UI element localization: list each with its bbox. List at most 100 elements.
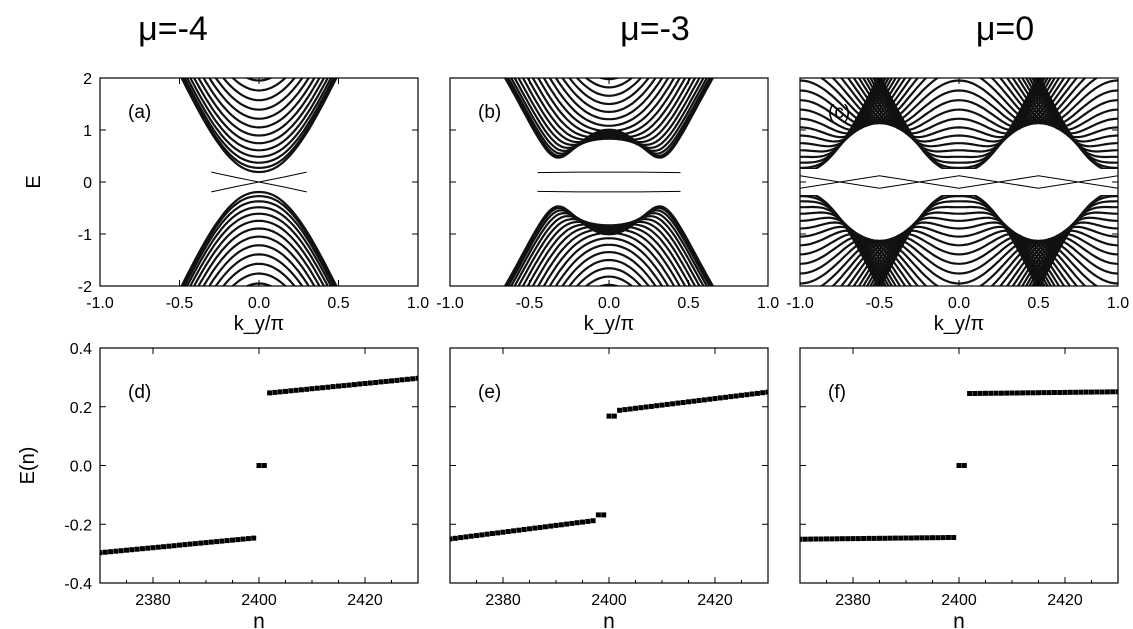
eigenvalue-point xyxy=(230,537,235,543)
band-line xyxy=(800,78,1118,135)
eigenvalue-point xyxy=(930,535,935,541)
band-line xyxy=(554,78,664,121)
eigenvalue-point xyxy=(1025,390,1031,396)
band-line xyxy=(872,78,1046,148)
eigenvalue-point xyxy=(701,397,707,403)
eigenvalue-point xyxy=(643,404,649,410)
eigenvalue-point xyxy=(320,385,326,391)
band-line xyxy=(874,211,1044,286)
eigenvalue-point xyxy=(1094,389,1100,395)
eigenvalue-point xyxy=(940,535,946,541)
x-tick-label: 0.0 xyxy=(248,295,270,312)
eigenvalue-point xyxy=(336,383,341,389)
eigenvalue-point xyxy=(648,403,654,409)
band-line xyxy=(865,225,1053,286)
eigenvalue-point xyxy=(983,390,988,396)
eigenvalue-point xyxy=(293,387,299,393)
band-line xyxy=(100,314,418,515)
eigenvalue-point xyxy=(272,389,278,395)
eigenvalue-point xyxy=(696,398,702,403)
eigenvalue-point xyxy=(580,519,585,525)
band-line xyxy=(231,272,287,286)
eigenvalue-point xyxy=(945,535,951,540)
band-line xyxy=(872,216,1046,286)
eigenvalue-point xyxy=(304,386,310,392)
eigenvalue-point xyxy=(314,385,320,391)
band-line xyxy=(800,235,1118,286)
band-line xyxy=(450,334,768,541)
band-line xyxy=(800,237,1118,286)
band-line xyxy=(537,78,681,137)
band-line xyxy=(183,78,335,164)
band-line xyxy=(561,250,657,286)
band-line xyxy=(831,239,1087,286)
plot-area xyxy=(100,375,418,556)
band-line xyxy=(800,221,1118,286)
eigenvalue-point xyxy=(654,403,660,409)
eigenvalue-point xyxy=(124,547,129,553)
eigenvalue-point xyxy=(585,518,591,524)
band-line xyxy=(819,78,1099,125)
panel-label: (d) xyxy=(128,382,151,403)
eigenvalue-point xyxy=(993,390,999,396)
eigenvalue-point xyxy=(489,531,495,536)
eigenvalue-point xyxy=(150,545,156,551)
band-line xyxy=(575,78,643,97)
y-tick-label: 0 xyxy=(83,175,92,192)
eigenvalue-point xyxy=(542,524,548,530)
band-line xyxy=(800,78,1118,126)
eigenvalue-point xyxy=(760,390,766,396)
eigenvalue-point xyxy=(808,536,814,542)
eigenvalue-point xyxy=(505,529,511,534)
band-line xyxy=(192,78,326,145)
eigenvalue-point xyxy=(357,381,363,387)
eigenvalue-point xyxy=(892,535,898,541)
x-axis-label: n xyxy=(603,610,615,629)
eigenvalue-point xyxy=(1014,390,1020,396)
eigenvalue-point xyxy=(967,391,973,396)
x-tick-label: 2400 xyxy=(591,592,627,609)
panels: -1.0 -0.5 0.0 0.5 1.0 -2 -1 0 1 2 (a) k_y/π E -1.0 -0.… xyxy=(17,0,1129,629)
eigenvalue-point xyxy=(468,533,474,539)
eigenvalue-point xyxy=(516,527,522,533)
eigenvalue-point xyxy=(102,549,108,555)
eigenvalue-point xyxy=(108,549,114,555)
band-line xyxy=(450,0,768,43)
eigenvalue-point xyxy=(829,536,835,542)
eigenvalue-point xyxy=(214,539,220,545)
eigenvalue-point xyxy=(1020,390,1026,396)
eigenvalue-point xyxy=(574,520,580,526)
eigenvalue-point xyxy=(474,533,479,539)
band-line xyxy=(800,238,1118,286)
eigenvalue-point xyxy=(383,378,389,384)
band-line xyxy=(517,217,701,286)
band-line xyxy=(181,194,337,286)
eigenvalue-point xyxy=(908,535,914,541)
eigenvalue-point xyxy=(686,399,691,405)
band-line xyxy=(800,78,1118,132)
eigenvalue-point xyxy=(240,536,246,542)
eigenvalue-point xyxy=(749,391,755,397)
band-line xyxy=(857,232,1061,286)
eigenvalue-point xyxy=(495,530,501,536)
eigenvalue-point xyxy=(638,405,644,411)
panel-e: 2380 2400 2420 (e) n xyxy=(449,347,769,629)
eigenvalue-point xyxy=(404,376,410,382)
eigenvalue-point xyxy=(288,388,294,394)
eigenvalue-point xyxy=(712,396,718,402)
eigenvalue-point xyxy=(839,536,845,542)
eigenvalue-point xyxy=(463,534,469,540)
band-line xyxy=(598,78,620,81)
band-line xyxy=(831,78,1087,125)
eigenvalue-point xyxy=(450,536,453,542)
x-tick-label: -0.5 xyxy=(166,295,194,312)
eigenvalue-point xyxy=(330,384,336,390)
eigenvalue-point xyxy=(558,522,564,528)
eigenvalue-point xyxy=(171,543,177,549)
eigenvalue-point xyxy=(245,536,251,542)
eigenvalue-point xyxy=(951,535,957,540)
eigenvalue-point xyxy=(988,390,994,396)
edge-state-line xyxy=(537,171,681,174)
column-titles: μ=-4 μ=-3 μ=0 xyxy=(138,10,1034,48)
eigenvalue-point xyxy=(877,535,882,541)
